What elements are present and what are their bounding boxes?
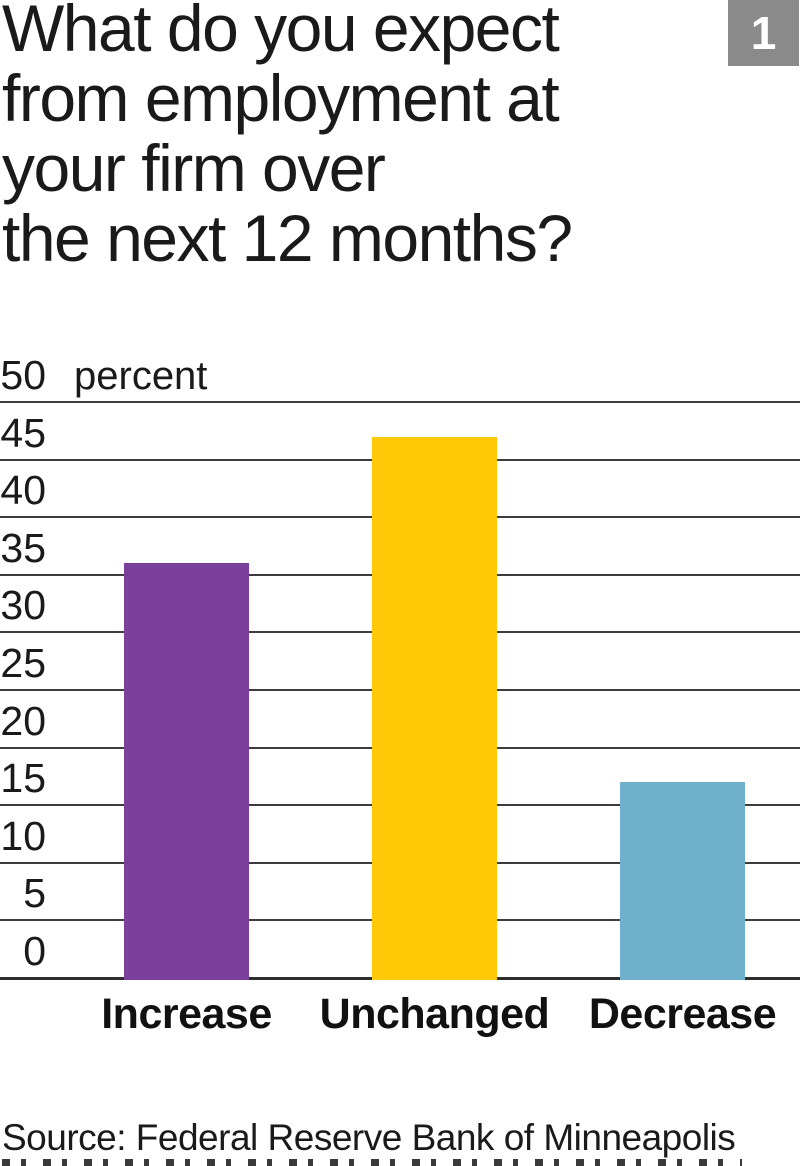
chart-title-line: your firm over (2, 131, 386, 205)
y-axis-tick-label: 25 (0, 640, 46, 686)
category-label-unchanged: Unchanged (319, 990, 550, 1038)
y-axis-tick-label: 0 (23, 928, 46, 974)
bar-increase (124, 563, 249, 980)
gridline (0, 401, 800, 403)
figure-number: 1 (750, 7, 777, 59)
chart-title-line: What do you expect (2, 0, 560, 65)
chart-title-line: the next 12 months? (2, 201, 573, 275)
chart-title: What do you expect from employment at yo… (2, 0, 573, 275)
y-axis-tick-label: 20 (0, 697, 46, 744)
y-axis-tick-label: 5 (23, 870, 46, 917)
y-axis-tick-label: 10 (0, 812, 46, 859)
figure-number-badge: 1 (728, 0, 799, 66)
y-axis-tick-label: 15 (0, 755, 46, 802)
category-label-decrease: Decrease (588, 990, 777, 1038)
y-axis-tick-label: 40 (0, 467, 46, 514)
chart-title-line: from employment at (2, 61, 560, 135)
y-axis-tick-label: 30 (0, 582, 46, 629)
y-axis-unit-label: percent (74, 354, 208, 398)
y-axis-tick-label: 35 (0, 524, 46, 571)
bar-decrease (620, 782, 745, 980)
y-axis-tick-label: 45 (0, 409, 46, 456)
category-label-increase: Increase (101, 990, 272, 1038)
y-axis-tick-label: 50 (0, 352, 46, 398)
source-attribution: Source: Federal Reserve Bank of Minneapo… (2, 1117, 736, 1158)
bar-unchanged (372, 436, 497, 980)
clipped-text-line (2, 1159, 742, 1166)
